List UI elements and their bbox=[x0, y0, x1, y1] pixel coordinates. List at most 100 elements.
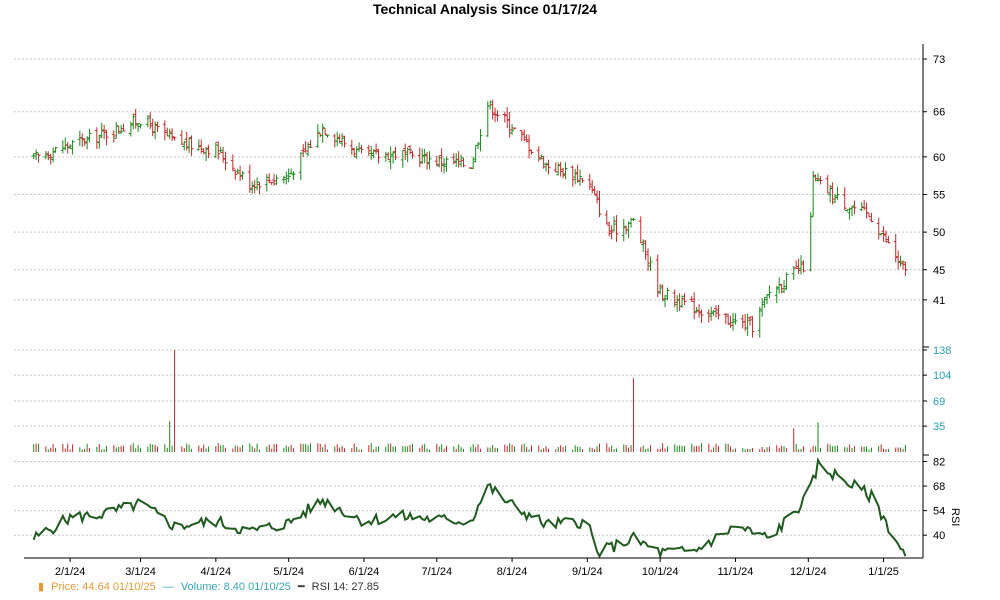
price-bar bbox=[308, 140, 313, 149]
price-bar bbox=[425, 151, 430, 170]
price-bar bbox=[794, 260, 799, 270]
price-bar bbox=[255, 177, 260, 191]
rsi-axis-label: RSI bbox=[949, 508, 961, 526]
price-bar bbox=[252, 179, 257, 194]
price-bar bbox=[733, 313, 738, 325]
price-bar bbox=[714, 305, 719, 318]
x-tick-label: 5/1/24 bbox=[273, 566, 304, 578]
price-bar bbox=[417, 147, 422, 168]
price-bar bbox=[51, 147, 56, 163]
price-bar bbox=[750, 316, 755, 338]
price-bar bbox=[230, 154, 235, 172]
price-bar bbox=[223, 151, 228, 171]
price-bar bbox=[816, 173, 821, 182]
price-bar bbox=[609, 225, 614, 240]
price-bar bbox=[167, 128, 172, 139]
rsi-tick-label: 82 bbox=[933, 457, 945, 469]
price-bar bbox=[813, 174, 818, 182]
price-bar bbox=[490, 99, 495, 120]
price-bar bbox=[862, 200, 867, 211]
price-bar bbox=[524, 134, 529, 143]
price-bar bbox=[257, 181, 262, 195]
price-bar bbox=[706, 309, 711, 323]
price-bar bbox=[901, 260, 906, 270]
price-bar bbox=[82, 138, 87, 146]
price-bar bbox=[512, 127, 517, 130]
price-bar bbox=[274, 174, 279, 185]
price-bar bbox=[682, 293, 687, 306]
rsi-tick-label: 54 bbox=[933, 506, 945, 518]
legend-price: Price: 44.64 01/10/25 bbox=[51, 581, 156, 593]
volume-panel bbox=[33, 350, 906, 452]
price-bar bbox=[811, 171, 816, 217]
price-bar bbox=[386, 152, 391, 161]
price-bar bbox=[272, 173, 277, 186]
legend-volume: Volume: 8.40 01/10/25 bbox=[180, 581, 291, 593]
price-bar bbox=[716, 305, 721, 320]
price-bar bbox=[677, 293, 682, 312]
price-bar bbox=[184, 131, 189, 151]
price-bar bbox=[85, 136, 90, 150]
price-bar bbox=[672, 289, 677, 308]
price-bar bbox=[31, 153, 36, 160]
price-bar bbox=[179, 130, 184, 146]
x-tick-label: 2/1/24 bbox=[55, 566, 86, 578]
price-bar bbox=[454, 153, 459, 167]
price-bar bbox=[592, 185, 597, 196]
volume-tick-label: 104 bbox=[933, 370, 951, 382]
chart-title: Technical Analysis Since 01/17/24 bbox=[372, 1, 598, 17]
price-bar bbox=[864, 202, 869, 219]
price-bar bbox=[835, 186, 840, 200]
price-bar bbox=[711, 309, 716, 316]
x-tick-label: 7/1/24 bbox=[421, 566, 452, 578]
price-bar bbox=[587, 173, 592, 190]
price-bar bbox=[544, 162, 549, 172]
price-bar bbox=[488, 100, 493, 110]
price-bar bbox=[216, 141, 221, 160]
price-bar bbox=[408, 145, 413, 155]
x-tick-label: 9/1/24 bbox=[572, 566, 603, 578]
rsi-tick-label: 68 bbox=[933, 481, 945, 493]
price-bar bbox=[65, 142, 70, 154]
price-bar bbox=[830, 182, 835, 205]
price-bar bbox=[442, 157, 447, 174]
price-bar bbox=[692, 292, 697, 320]
price-panel bbox=[31, 99, 908, 338]
price-bar bbox=[53, 146, 58, 153]
price-bar bbox=[352, 148, 357, 158]
price-bar bbox=[658, 284, 663, 295]
price-bar bbox=[473, 145, 478, 163]
price-bar bbox=[527, 134, 532, 159]
rsi-tick-label: 40 bbox=[933, 530, 945, 542]
x-tick-label: 1/1/25 bbox=[868, 566, 899, 578]
price-bar bbox=[818, 176, 823, 185]
price-bar bbox=[187, 137, 192, 153]
price-bar bbox=[357, 142, 362, 152]
price-bar bbox=[575, 164, 580, 183]
price-bar bbox=[903, 261, 908, 276]
x-tick-label: 8/1/24 bbox=[497, 566, 528, 578]
price-bar bbox=[340, 133, 345, 147]
price-bar bbox=[631, 217, 636, 222]
price-bar bbox=[663, 294, 668, 308]
legend-rsi-marker: ━ bbox=[297, 581, 305, 593]
price-bar bbox=[150, 118, 155, 137]
price-bar bbox=[784, 272, 789, 291]
price-bar bbox=[893, 233, 898, 263]
price-bar bbox=[369, 145, 374, 160]
price-bar bbox=[502, 111, 507, 123]
price-bar bbox=[774, 285, 779, 304]
price-bar bbox=[867, 212, 872, 218]
price-bar bbox=[796, 258, 801, 274]
price-bar bbox=[799, 255, 804, 275]
price-tick-label: 60 bbox=[933, 152, 945, 164]
price-bar bbox=[845, 209, 850, 212]
price-bar bbox=[162, 120, 167, 141]
price-bar bbox=[478, 129, 483, 152]
price-bar bbox=[349, 139, 354, 155]
price-bar bbox=[165, 127, 170, 137]
price-bar bbox=[34, 149, 39, 161]
price-bar bbox=[723, 313, 728, 324]
price-bar bbox=[325, 134, 330, 138]
x-tick-label: 10/1/24 bbox=[642, 566, 679, 578]
